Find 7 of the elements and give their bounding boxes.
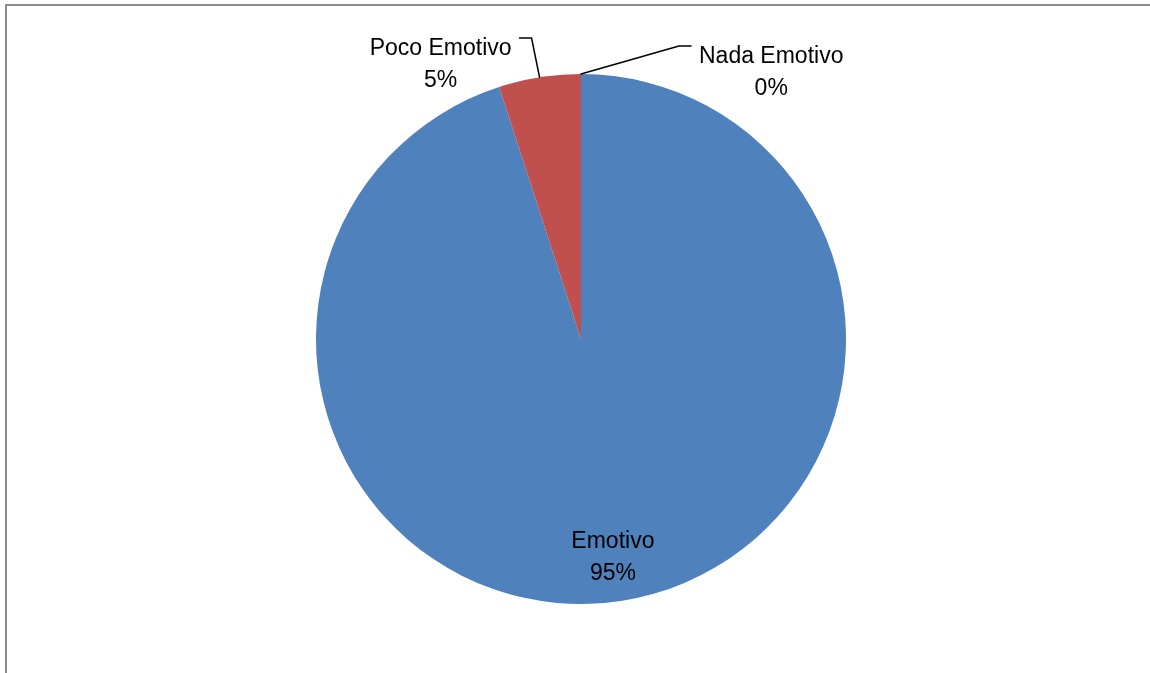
data-label: 95% (589, 558, 636, 585)
data-label: 5% (423, 66, 458, 92)
text: 0% (754, 74, 788, 100)
pie-slice (499, 74, 581, 339)
slice-label: Poco Emotivo (369, 34, 512, 60)
slice-label: Emotivo (571, 526, 655, 553)
legend-label: Nada Emotivo (698, 42, 844, 68)
